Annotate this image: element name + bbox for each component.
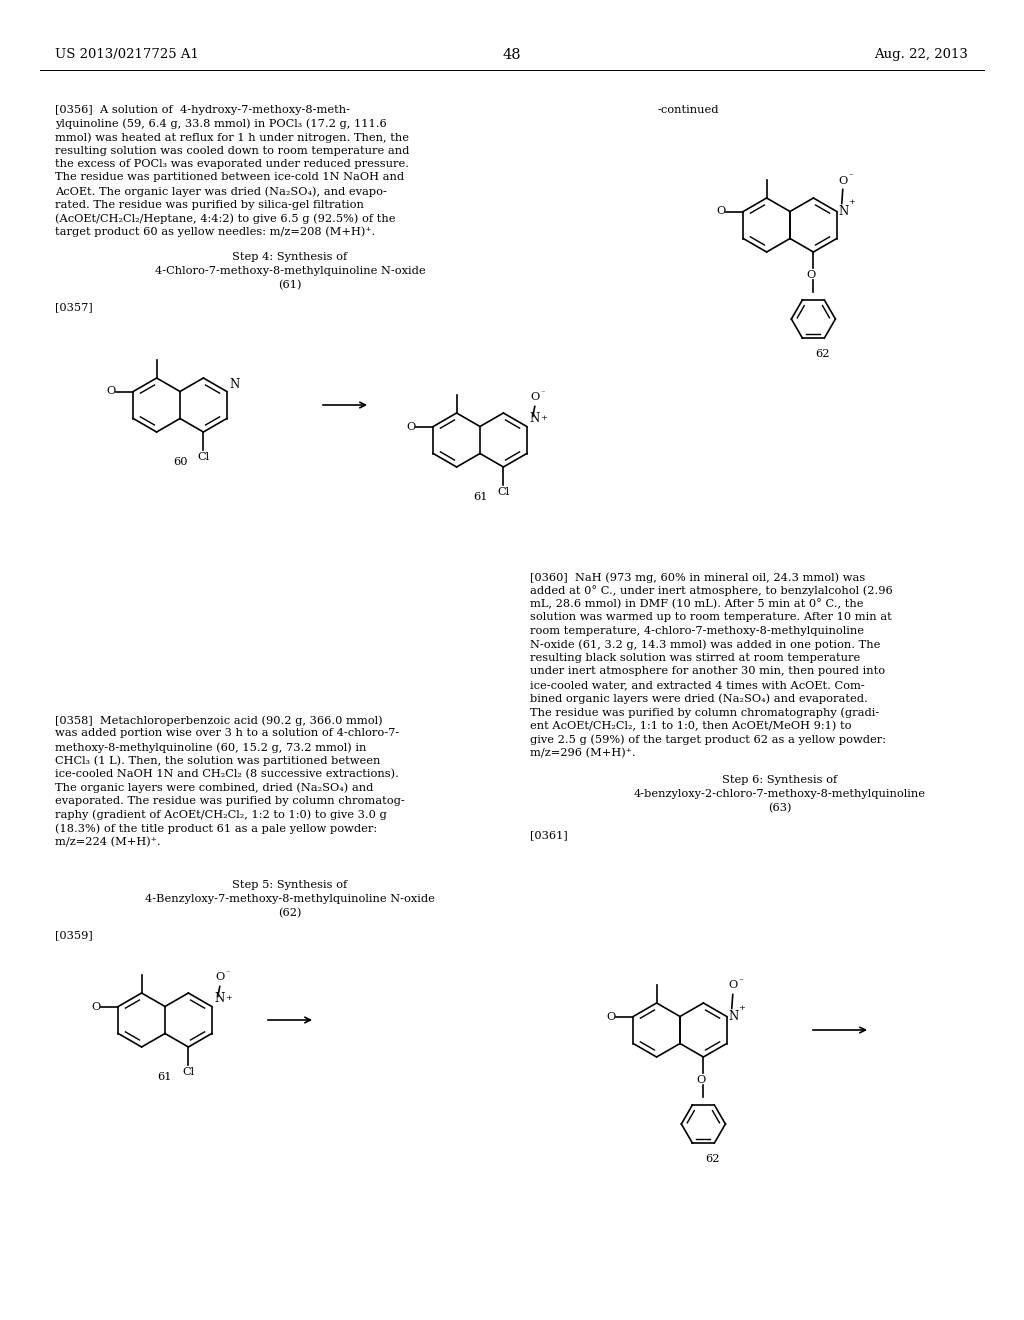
Text: O: O: [728, 981, 737, 990]
Text: The residue was partitioned between ice-cold 1N NaOH and: The residue was partitioned between ice-…: [55, 173, 404, 182]
Text: [0359]: [0359]: [55, 931, 93, 940]
Text: ent AcOEt/CH₂Cl₂, 1:1 to 1:0, then AcOEt/MeOH 9:1) to: ent AcOEt/CH₂Cl₂, 1:1 to 1:0, then AcOEt…: [530, 721, 852, 731]
Text: N: N: [529, 412, 540, 425]
Text: 4-Chloro-7-methoxy-8-methylquinoline N-oxide: 4-Chloro-7-methoxy-8-methylquinoline N-o…: [155, 267, 425, 276]
Text: N: N: [839, 205, 849, 218]
Text: The residue was purified by column chromatography (gradi-: The residue was purified by column chrom…: [530, 708, 880, 718]
Text: evaporated. The residue was purified by column chromatog-: evaporated. The residue was purified by …: [55, 796, 404, 807]
Text: raphy (gradient of AcOEt/CH₂Cl₂, 1:2 to 1:0) to give 3.0 g: raphy (gradient of AcOEt/CH₂Cl₂, 1:2 to …: [55, 809, 387, 820]
Text: ⁻: ⁻: [225, 970, 230, 978]
Text: The organic layers were combined, dried (Na₂SO₄) and: The organic layers were combined, dried …: [55, 783, 374, 793]
Text: 62: 62: [815, 348, 829, 359]
Text: 4-Benzyloxy-7-methoxy-8-methylquinoline N-oxide: 4-Benzyloxy-7-methoxy-8-methylquinoline …: [145, 894, 435, 904]
Text: O: O: [716, 206, 725, 216]
Text: O: O: [696, 1074, 706, 1085]
Text: +: +: [224, 994, 231, 1002]
Text: (18.3%) of the title product 61 as a pale yellow powder:: (18.3%) of the title product 61 as a pal…: [55, 822, 377, 833]
Text: mmol) was heated at reflux for 1 h under nitrogen. Then, the: mmol) was heated at reflux for 1 h under…: [55, 132, 409, 143]
Text: US 2013/0217725 A1: US 2013/0217725 A1: [55, 48, 199, 61]
Text: added at 0° C., under inert atmosphere, to benzylalcohol (2.96: added at 0° C., under inert atmosphere, …: [530, 586, 893, 597]
Text: methoxy-8-methylquinoline (60, 15.2 g, 73.2 mmol) in: methoxy-8-methylquinoline (60, 15.2 g, 7…: [55, 742, 367, 752]
Text: ⁻: ⁻: [541, 391, 545, 399]
Text: [0361]: [0361]: [530, 830, 567, 840]
Text: +: +: [540, 414, 547, 422]
Text: Step 6: Synthesis of: Step 6: Synthesis of: [722, 775, 838, 785]
Text: Cl: Cl: [498, 487, 510, 498]
Text: 60: 60: [173, 457, 187, 467]
Text: O: O: [106, 387, 116, 396]
Text: [0356]  A solution of  4-hydroxy-7-methoxy-8-meth-: [0356] A solution of 4-hydroxy-7-methoxy…: [55, 106, 350, 115]
Text: +: +: [848, 198, 855, 206]
Text: under inert atmosphere for another 30 min, then poured into: under inert atmosphere for another 30 mi…: [530, 667, 885, 676]
Text: +: +: [737, 1003, 744, 1011]
Text: 48: 48: [503, 48, 521, 62]
Text: [0357]: [0357]: [55, 302, 93, 312]
Text: was added portion wise over 3 h to a solution of 4-chloro-7-: was added portion wise over 3 h to a sol…: [55, 729, 399, 738]
Text: bined organic layers were dried (Na₂SO₄) and evaporated.: bined organic layers were dried (Na₂SO₄)…: [530, 693, 867, 704]
Text: ylquinoline (59, 6.4 g, 33.8 mmol) in POCl₃ (17.2 g, 111.6: ylquinoline (59, 6.4 g, 33.8 mmol) in PO…: [55, 119, 387, 129]
Text: mL, 28.6 mmol) in DMF (10 mL). After 5 min at 0° C., the: mL, 28.6 mmol) in DMF (10 mL). After 5 m…: [530, 599, 863, 610]
Text: m/z=224 (M+H)⁺.: m/z=224 (M+H)⁺.: [55, 837, 161, 847]
Text: (62): (62): [279, 908, 302, 919]
Text: Step 4: Synthesis of: Step 4: Synthesis of: [232, 252, 347, 261]
Text: CHCl₃ (1 L). Then, the solution was partitioned between: CHCl₃ (1 L). Then, the solution was part…: [55, 755, 380, 766]
Text: Cl: Cl: [182, 1067, 195, 1077]
Text: (63): (63): [768, 803, 792, 813]
Text: target product 60 as yellow needles: m/z=208 (M+H)⁺.: target product 60 as yellow needles: m/z…: [55, 227, 375, 238]
Text: ⁻: ⁻: [849, 173, 854, 181]
Text: O: O: [406, 421, 416, 432]
Text: [0358]  Metachloroperbenzoic acid (90.2 g, 366.0 mmol): [0358] Metachloroperbenzoic acid (90.2 g…: [55, 715, 383, 726]
Text: O: O: [530, 392, 540, 403]
Text: N: N: [229, 378, 240, 391]
Text: N-oxide (61, 3.2 g, 14.3 mmol) was added in one potion. The: N-oxide (61, 3.2 g, 14.3 mmol) was added…: [530, 639, 881, 649]
Text: Aug. 22, 2013: Aug. 22, 2013: [874, 48, 968, 61]
Text: room temperature, 4-chloro-7-methoxy-8-methylquinoline: room temperature, 4-chloro-7-methoxy-8-m…: [530, 626, 864, 636]
Text: O: O: [91, 1002, 100, 1011]
Text: 4-benzyloxy-2-chloro-7-methoxy-8-methylquinoline: 4-benzyloxy-2-chloro-7-methoxy-8-methylq…: [634, 789, 926, 799]
Text: ice-cooled NaOH 1N and CH₂Cl₂ (8 successive extractions).: ice-cooled NaOH 1N and CH₂Cl₂ (8 success…: [55, 770, 399, 779]
Text: O: O: [215, 973, 224, 982]
Text: O: O: [807, 271, 816, 280]
Text: AcOEt. The organic layer was dried (Na₂SO₄), and evapo-: AcOEt. The organic layer was dried (Na₂S…: [55, 186, 387, 197]
Text: 62: 62: [705, 1154, 719, 1164]
Text: rated. The residue was purified by silica-gel filtration: rated. The residue was purified by silic…: [55, 199, 364, 210]
Text: ice-cooled water, and extracted 4 times with AcOEt. Com-: ice-cooled water, and extracted 4 times …: [530, 680, 864, 690]
Text: N: N: [729, 1010, 739, 1023]
Text: 61: 61: [473, 492, 487, 502]
Text: -continued: -continued: [658, 106, 720, 115]
Text: O: O: [606, 1011, 615, 1022]
Text: Step 5: Synthesis of: Step 5: Synthesis of: [232, 880, 347, 890]
Text: N: N: [215, 993, 225, 1006]
Text: 61: 61: [158, 1072, 172, 1082]
Text: resulting solution was cooled down to room temperature and: resulting solution was cooled down to ro…: [55, 145, 410, 156]
Text: O: O: [838, 176, 848, 186]
Text: m/z=296 (M+H)⁺.: m/z=296 (M+H)⁺.: [530, 747, 636, 758]
Text: resulting black solution was stirred at room temperature: resulting black solution was stirred at …: [530, 653, 860, 663]
Text: ⁻: ⁻: [738, 978, 743, 986]
Text: solution was warmed up to room temperature. After 10 min at: solution was warmed up to room temperatu…: [530, 612, 892, 623]
Text: (AcOEt/CH₂Cl₂/Heptane, 4:4:2) to give 6.5 g (92.5%) of the: (AcOEt/CH₂Cl₂/Heptane, 4:4:2) to give 6.…: [55, 213, 395, 223]
Text: the excess of POCl₃ was evaporated under reduced pressure.: the excess of POCl₃ was evaporated under…: [55, 158, 409, 169]
Text: (61): (61): [279, 280, 302, 290]
Text: give 2.5 g (59%) of the target product 62 as a yellow powder:: give 2.5 g (59%) of the target product 6…: [530, 734, 886, 744]
Text: Cl: Cl: [198, 451, 210, 462]
Text: [0360]  NaH (973 mg, 60% in mineral oil, 24.3 mmol) was: [0360] NaH (973 mg, 60% in mineral oil, …: [530, 572, 865, 582]
